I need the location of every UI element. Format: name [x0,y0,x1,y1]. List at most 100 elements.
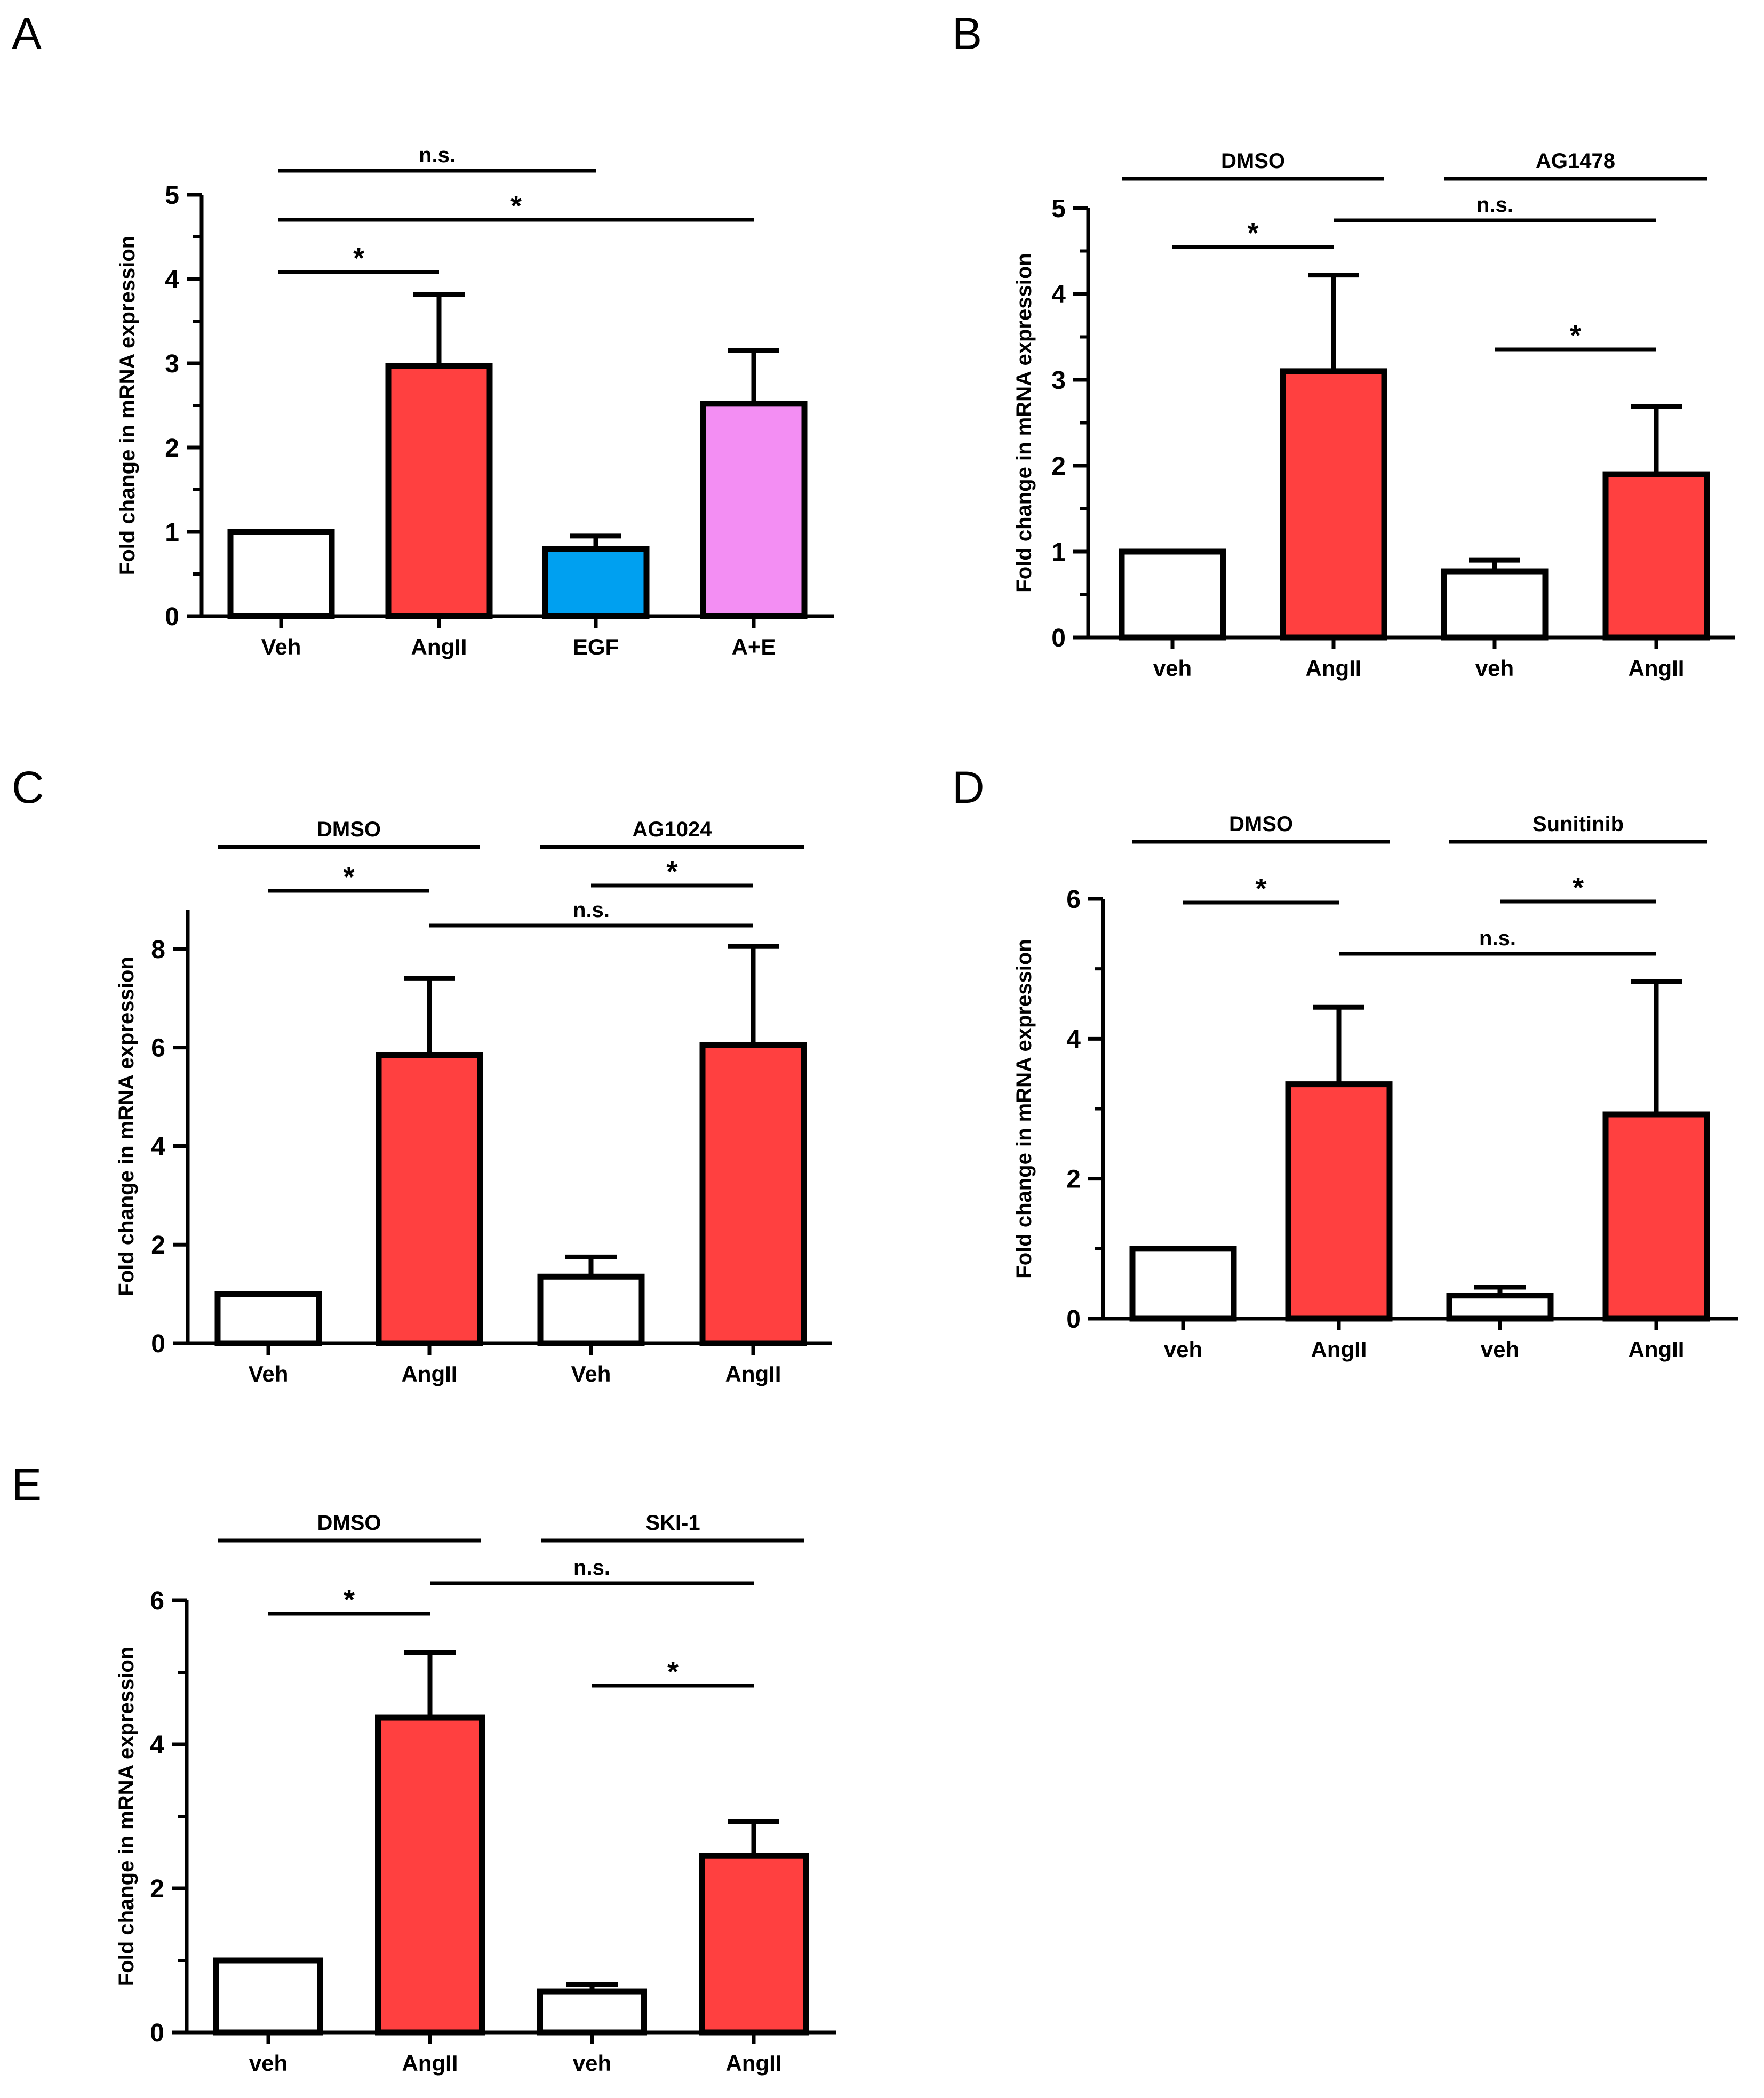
significance-star: * [1255,873,1266,905]
y-tick-label: 0 [150,2019,164,2047]
y-axis-label: Fold change in mRNA expression [1012,253,1036,592]
bar-veh [214,1291,322,1346]
bar-angii [1602,471,1710,641]
x-tick-label: A+E [732,634,776,659]
x-tick-label: AngII [1629,1337,1685,1362]
group-label: SKI-1 [645,1511,700,1535]
x-tick-label: veh [573,2051,611,2076]
significance-star: * [353,242,364,274]
y-tick-label: 8 [151,936,165,964]
bar-angii [1280,368,1387,641]
y-tick-label: 4 [150,1731,164,1759]
x-tick-label: Veh [571,1361,611,1386]
x-tick-label: veh [249,2051,288,2076]
y-tick-label: 0 [151,1330,165,1358]
y-tick-label: 5 [1051,195,1066,223]
bar-veh [1441,568,1549,641]
panel-letter: C [12,762,44,812]
significance-star: * [1247,217,1258,249]
y-axis-label: Fold change in mRNA expression [115,1647,138,1986]
x-tick-label: AngII [725,1361,781,1386]
x-tick-label: AngII [1311,1337,1367,1362]
bar-veh [213,1957,323,2036]
x-tick-label: AngII [1306,656,1362,681]
bar-egf [542,546,650,619]
y-tick-label: 2 [165,434,179,462]
y-tick-label: 6 [150,1587,164,1615]
bar-angii [1602,1111,1710,1322]
y-axis-label: Fold change in mRNA expression [1012,939,1036,1278]
bar-a-e [700,401,808,619]
group-label: AG1024 [633,818,713,841]
x-tick-label: veh [1164,1337,1202,1362]
significance-ns: n.s. [1479,927,1516,950]
group-label: DMSO [1229,812,1293,836]
significance-star: * [344,1584,355,1616]
y-tick-label: 4 [165,266,179,294]
bar-angii [699,1042,807,1346]
bar-angii [1285,1081,1393,1322]
y-tick-label: 3 [1051,366,1066,395]
y-tick-label: 1 [165,518,179,547]
y-tick-label: 4 [1066,1025,1081,1054]
significance-ns: n.s. [573,898,610,922]
y-tick-label: 6 [1066,886,1081,914]
bar-veh [227,529,335,619]
group-label: DMSO [1221,149,1285,173]
panel-letter: B [952,9,982,59]
y-tick-label: 0 [165,603,179,631]
significance-star: * [1573,872,1584,904]
x-tick-label: Veh [249,1361,289,1386]
bar-veh [1446,1293,1554,1322]
bar-angii [376,1052,483,1346]
bar-angii [375,1714,485,2036]
x-tick-label: AngII [1629,656,1685,681]
y-tick-label: 4 [1051,281,1066,309]
x-tick-label: veh [1481,1337,1519,1362]
panel-d: D Fold change in mRNA expression 0 2 4 6 veh An… [952,762,1738,1362]
y-tick-label: 4 [151,1132,165,1161]
x-tick-label: AngII [402,2051,458,2076]
bar-angii [699,1853,809,2036]
group-label: Sunitinib [1532,812,1624,836]
y-axis-label: Fold change in mRNA expression [115,956,138,1296]
x-tick-label: AngII [402,1361,458,1386]
x-tick-label: veh [1153,656,1192,681]
bar-veh [537,1988,647,2036]
y-tick-label: 2 [150,1875,164,1903]
y-tick-label: 2 [1066,1166,1081,1194]
bar-veh [1129,1246,1237,1322]
significance-ns: n.s. [573,1556,610,1580]
significance-star: * [510,190,522,222]
significance-star: * [666,856,677,888]
y-tick-label: 2 [151,1231,165,1259]
bar-veh [1119,548,1226,641]
x-tick-label: AngII [411,634,467,659]
y-tick-label: 0 [1051,624,1066,652]
y-axis-label: Fold change in mRNA expression [116,236,139,575]
significance-ns: n.s. [1476,193,1513,217]
significance-star: * [343,861,354,893]
panel-e: E Fold change in mRNA expression 0 2 4 6 veh An… [12,1459,836,2076]
x-tick-label: Veh [261,634,301,659]
y-tick-label: 0 [1066,1305,1081,1334]
y-tick-label: 2 [1051,452,1066,481]
significance-star: * [667,1656,679,1688]
bar-angii [385,363,493,619]
group-label: AG1478 [1536,149,1615,173]
y-tick-label: 5 [165,181,179,210]
group-label: DMSO [317,818,381,841]
y-tick-label: 3 [165,350,179,378]
group-label: DMSO [317,1511,381,1535]
x-tick-label: veh [1475,656,1514,681]
panel-letter: D [952,762,985,812]
bar-veh [537,1273,645,1346]
panel-a: A Fold change in mRNA expression 0 1 2 3 4 5 Veh… [12,9,834,659]
panel-letter: E [12,1459,42,1510]
significance-ns: n.s. [419,143,456,167]
significance-star: * [1570,320,1581,352]
panel-c: C Fold change in mRNA expression 0 2 4 6 8 Veh A… [12,762,832,1386]
x-tick-label: AngII [726,2051,782,2076]
y-tick-label: 6 [151,1034,165,1063]
